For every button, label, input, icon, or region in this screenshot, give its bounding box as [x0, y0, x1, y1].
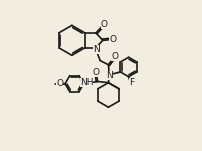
Text: O: O: [109, 35, 116, 44]
Text: O: O: [111, 52, 118, 61]
Text: F: F: [129, 78, 134, 87]
Text: O: O: [56, 79, 63, 88]
Text: N: N: [93, 45, 100, 54]
Text: N: N: [106, 71, 113, 80]
Text: O: O: [101, 20, 108, 29]
Text: O: O: [92, 68, 99, 77]
Text: NH: NH: [80, 78, 93, 87]
